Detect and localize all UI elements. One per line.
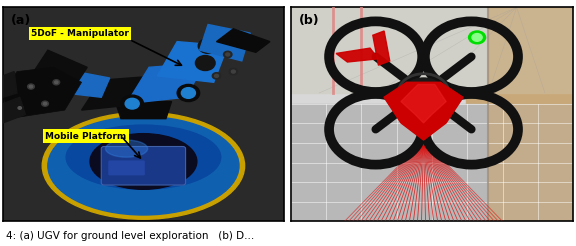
Polygon shape [157, 42, 228, 82]
Polygon shape [115, 102, 172, 119]
Polygon shape [65, 72, 109, 97]
Circle shape [469, 31, 486, 44]
Polygon shape [82, 76, 157, 110]
Polygon shape [3, 97, 25, 123]
Circle shape [53, 80, 60, 85]
Text: (a): (a) [12, 14, 32, 27]
Polygon shape [488, 7, 573, 221]
Circle shape [229, 68, 237, 75]
Polygon shape [401, 84, 446, 123]
Polygon shape [373, 31, 390, 65]
Polygon shape [3, 72, 17, 97]
Circle shape [223, 51, 232, 58]
Circle shape [55, 81, 58, 84]
Circle shape [28, 84, 35, 89]
Circle shape [121, 95, 143, 112]
Text: (b): (b) [300, 14, 320, 27]
Circle shape [214, 74, 218, 77]
Circle shape [472, 33, 482, 41]
Ellipse shape [105, 140, 147, 157]
Text: 4: (a) UGV for ground level exploration   (b) D...: 4: (a) UGV for ground level exploration … [6, 231, 254, 241]
Circle shape [177, 84, 200, 102]
Circle shape [43, 102, 47, 105]
Ellipse shape [66, 125, 221, 189]
Circle shape [18, 107, 21, 109]
Ellipse shape [48, 117, 239, 215]
Polygon shape [336, 48, 378, 62]
Circle shape [29, 85, 33, 88]
Polygon shape [217, 29, 270, 52]
Polygon shape [200, 25, 250, 61]
Polygon shape [3, 67, 82, 119]
Circle shape [226, 53, 230, 56]
Polygon shape [466, 7, 573, 221]
Ellipse shape [42, 112, 245, 219]
Text: Mobile Platform: Mobile Platform [45, 132, 126, 140]
Text: 5DoF - Manipulator: 5DoF - Manipulator [31, 29, 129, 38]
Polygon shape [31, 50, 87, 89]
Ellipse shape [90, 134, 197, 189]
Circle shape [213, 73, 221, 79]
Circle shape [198, 38, 218, 53]
Polygon shape [384, 82, 463, 140]
Polygon shape [127, 63, 205, 104]
FancyBboxPatch shape [108, 160, 145, 175]
Circle shape [16, 105, 23, 110]
Circle shape [232, 70, 236, 73]
Polygon shape [291, 7, 573, 104]
Circle shape [125, 98, 139, 109]
Polygon shape [291, 7, 573, 93]
Polygon shape [291, 104, 573, 221]
Circle shape [181, 88, 195, 98]
Circle shape [195, 56, 215, 71]
FancyBboxPatch shape [101, 146, 185, 185]
Circle shape [404, 78, 444, 108]
Circle shape [41, 101, 48, 106]
